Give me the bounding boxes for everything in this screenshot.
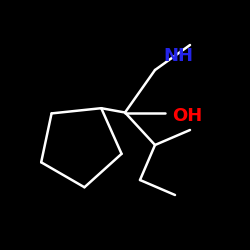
Text: NH: NH — [164, 47, 194, 65]
Text: OH: OH — [172, 107, 203, 125]
